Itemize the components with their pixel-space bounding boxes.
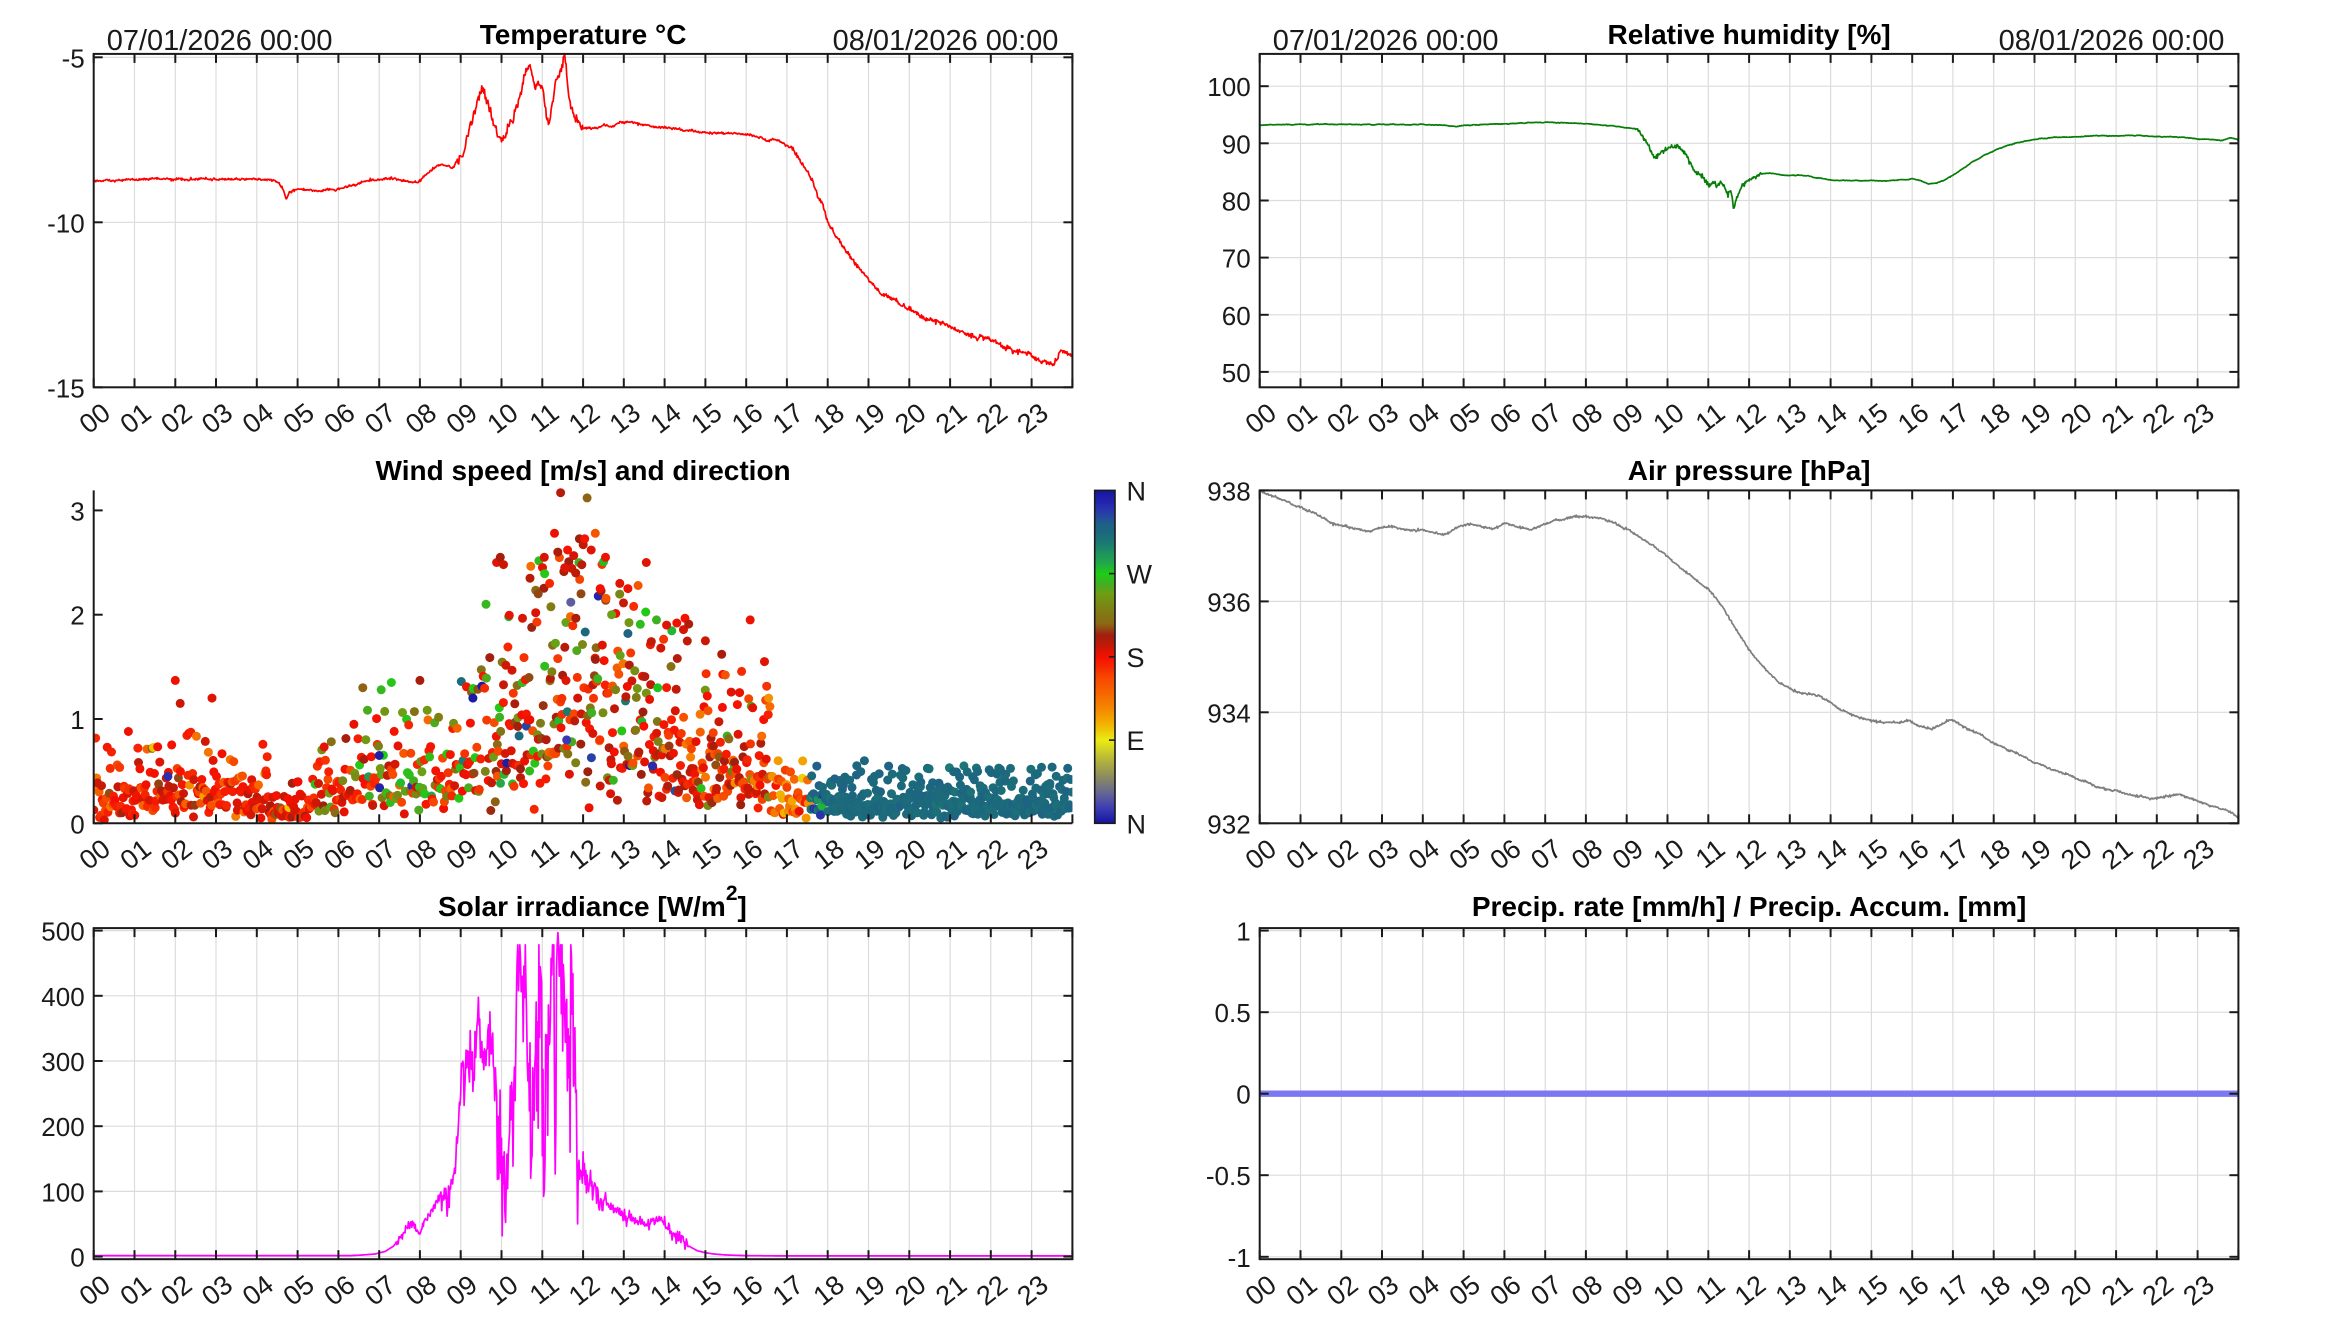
svg-text:-0.5: -0.5 xyxy=(1206,1161,1251,1191)
svg-text:N: N xyxy=(1127,476,1147,506)
svg-text:80: 80 xyxy=(1222,187,1251,217)
svg-text:Wind speed [m/s] and direction: Wind speed [m/s] and direction xyxy=(376,455,791,486)
svg-text:07/01/2026 00:00: 07/01/2026 00:00 xyxy=(1273,25,1499,57)
svg-text:Air pressure [hPa]: Air pressure [hPa] xyxy=(1628,455,1871,486)
svg-text:08/01/2026 00:00: 08/01/2026 00:00 xyxy=(1999,25,2225,57)
svg-text:932: 932 xyxy=(1207,809,1250,839)
svg-text:N: N xyxy=(1127,809,1147,839)
svg-text:70: 70 xyxy=(1222,244,1251,274)
svg-text:934: 934 xyxy=(1207,698,1250,728)
svg-text:Precip. rate [mm/h] / Precip.: Precip. rate [mm/h] / Precip. Accum. [mm… xyxy=(1472,891,2026,922)
svg-text:Temperature °C: Temperature °C xyxy=(480,19,687,50)
svg-text:1: 1 xyxy=(70,705,84,735)
svg-text:0: 0 xyxy=(70,1243,84,1273)
svg-text:Relative humidity [%]: Relative humidity [%] xyxy=(1608,19,1891,50)
svg-text:E: E xyxy=(1127,726,1145,756)
svg-text:90: 90 xyxy=(1222,129,1251,159)
svg-text:S: S xyxy=(1127,643,1145,673)
svg-text:200: 200 xyxy=(41,1112,84,1142)
svg-text:W: W xyxy=(1127,560,1153,590)
svg-text:60: 60 xyxy=(1222,301,1251,331)
svg-text:300: 300 xyxy=(41,1047,84,1077)
svg-text:0: 0 xyxy=(1236,1080,1250,1110)
svg-text:3: 3 xyxy=(70,496,84,526)
svg-text:0: 0 xyxy=(70,809,84,839)
svg-text:-10: -10 xyxy=(47,208,85,238)
svg-text:1: 1 xyxy=(1236,917,1250,947)
svg-text:400: 400 xyxy=(41,982,84,1012)
svg-text:500: 500 xyxy=(41,917,84,947)
svg-text:936: 936 xyxy=(1207,587,1250,617)
svg-text:100: 100 xyxy=(1207,72,1250,102)
svg-text:0.5: 0.5 xyxy=(1215,998,1251,1028)
svg-text:08/01/2026 00:00: 08/01/2026 00:00 xyxy=(833,25,1059,57)
svg-text:-1: -1 xyxy=(1228,1243,1251,1273)
svg-text:07/01/2026 00:00: 07/01/2026 00:00 xyxy=(107,25,333,57)
svg-text:100: 100 xyxy=(41,1177,84,1207)
svg-text:-15: -15 xyxy=(47,373,85,403)
svg-text:2: 2 xyxy=(70,601,84,631)
svg-text:-5: -5 xyxy=(62,43,85,73)
svg-text:938: 938 xyxy=(1207,476,1250,506)
svg-text:50: 50 xyxy=(1222,358,1251,388)
